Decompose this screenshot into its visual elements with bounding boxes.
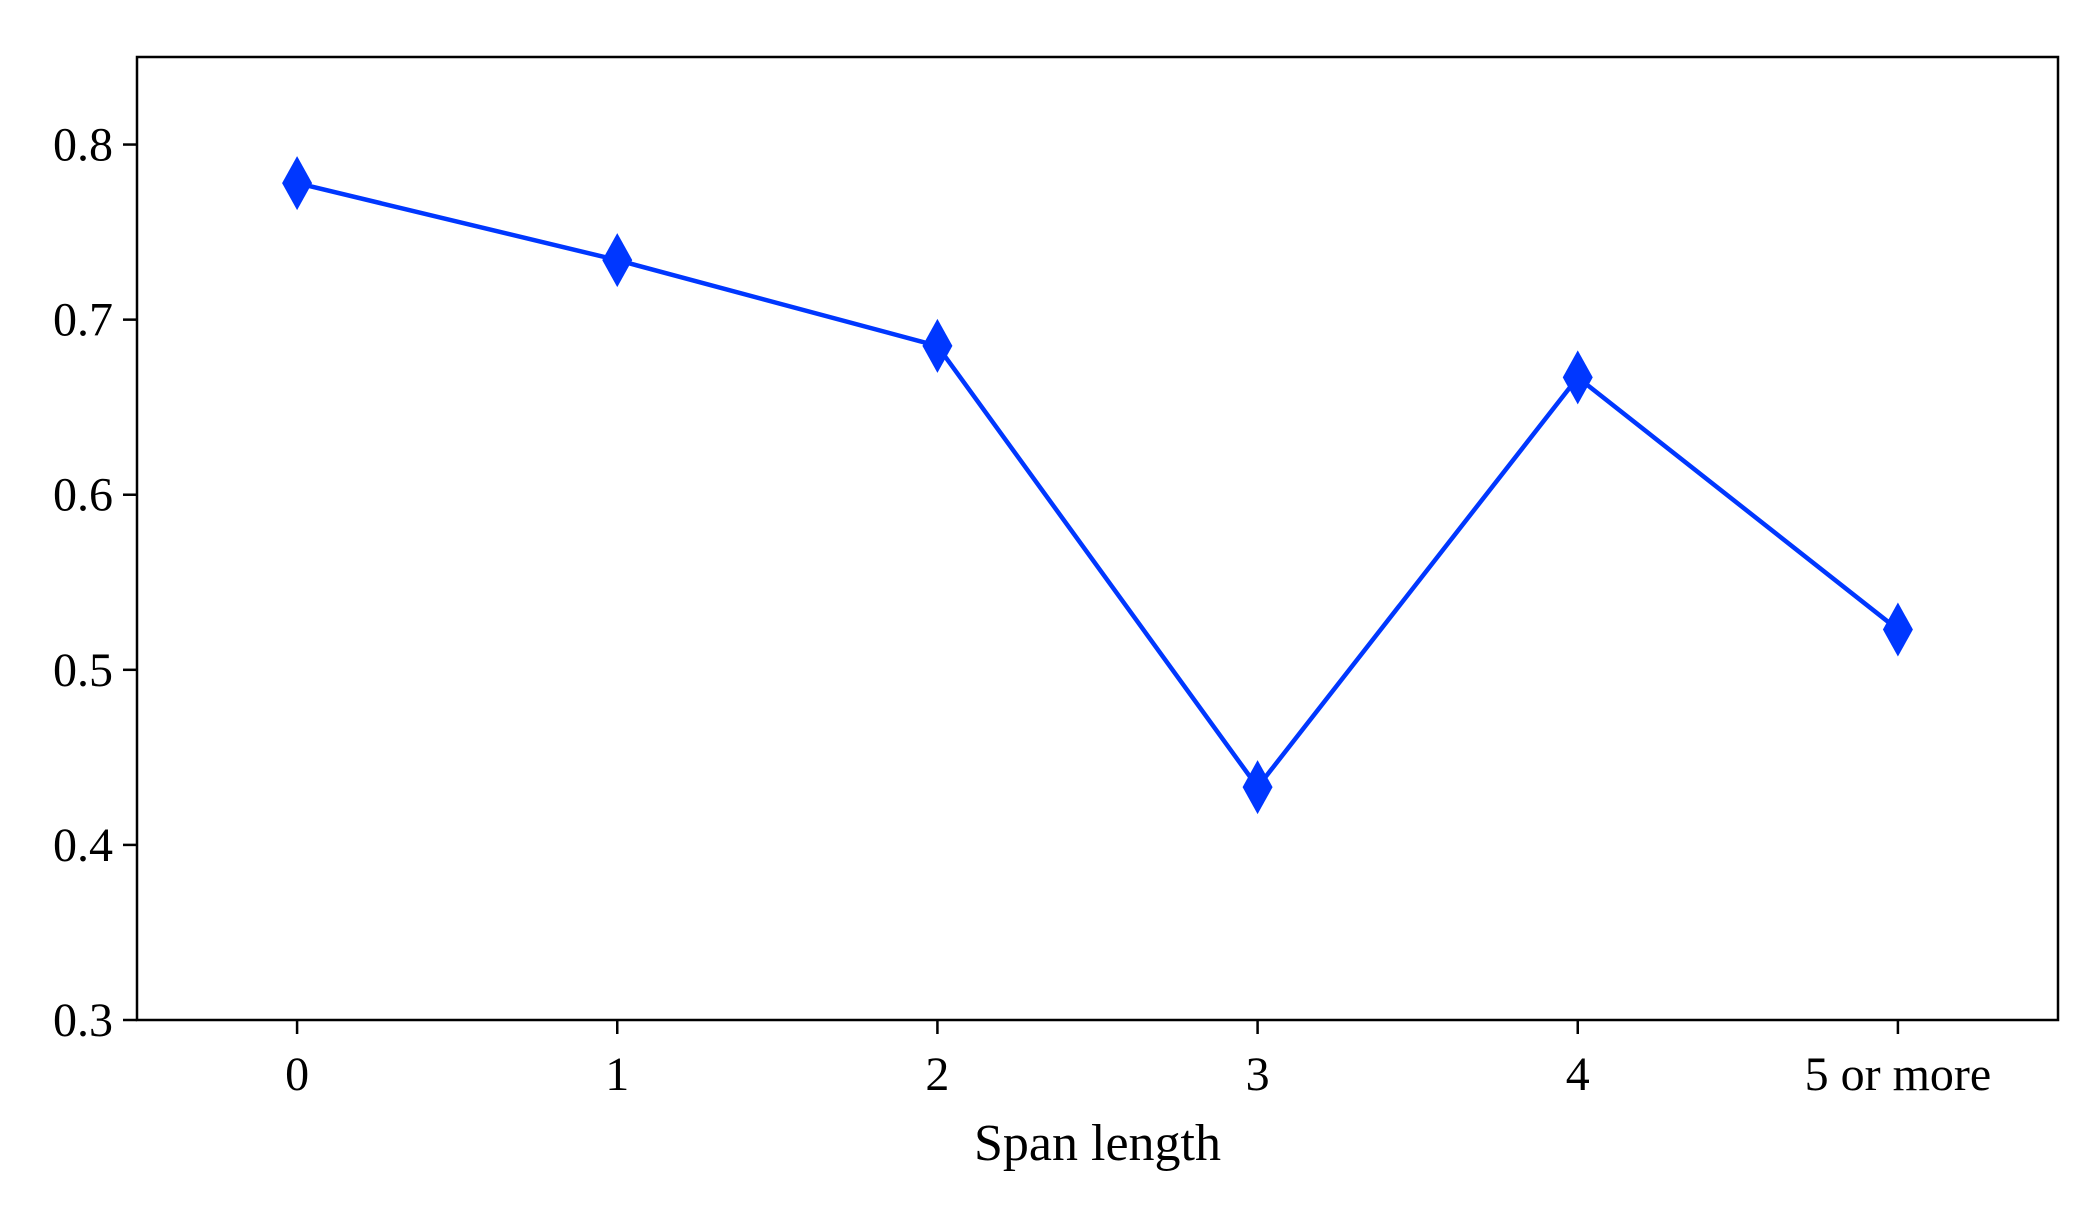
y-tick-label: 0.3	[53, 994, 113, 1047]
plot-frame	[135, 55, 2060, 1022]
y-tick-label: 0.7	[53, 294, 113, 347]
y-tick-label: 0.4	[53, 819, 113, 872]
x-tick-label: 0	[285, 1048, 309, 1101]
x-tick-label: 5 or more	[1805, 1048, 1992, 1101]
data-point-marker	[602, 233, 633, 288]
x-tick-label: 4	[1566, 1048, 1590, 1101]
y-tick-label: 0.6	[53, 469, 113, 522]
plot-area: 0.3 0.4 0.5 0.6 0.7 0.8 0 1 2 3 4 5 or more	[53, 55, 2060, 1101]
data-point-marker	[922, 318, 953, 373]
x-tick-label: 1	[605, 1048, 629, 1101]
data-point-marker	[1562, 350, 1593, 405]
series-line	[296, 180, 1900, 790]
data-point-marker	[1882, 602, 1913, 657]
x-axis-label: Span length	[974, 1115, 1221, 1172]
x-tick-label: 2	[925, 1048, 949, 1101]
x-tick-label: 3	[1246, 1048, 1270, 1101]
data-point-marker	[1242, 760, 1273, 815]
y-tick-label: 0.8	[53, 119, 113, 172]
data-point-marker	[282, 156, 313, 211]
y-tick-label: 0.5	[53, 644, 113, 697]
